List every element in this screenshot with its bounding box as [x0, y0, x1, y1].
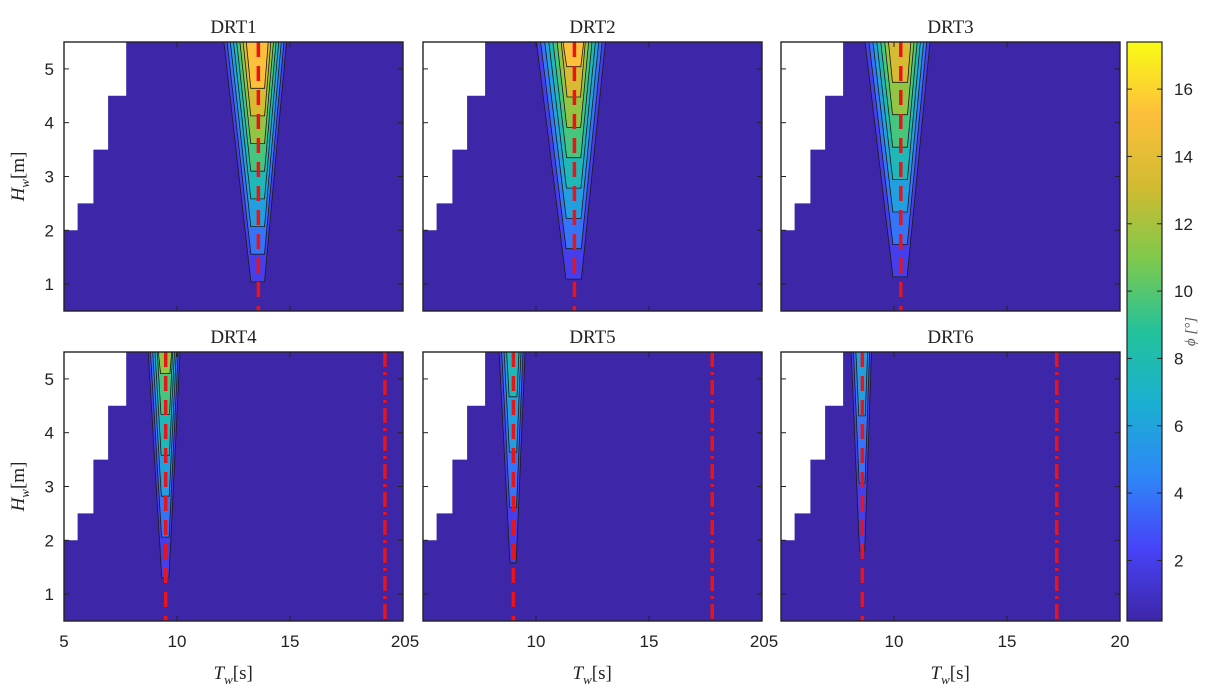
y-tick-label: 3 — [45, 168, 54, 187]
panel-drt5: DRT5 — [422, 327, 763, 622]
y-axis-label-unit: [m] — [8, 152, 29, 179]
plot-area — [423, 42, 762, 311]
x-axis-label: Tw[s] — [214, 663, 253, 687]
y-axis-label-subscript: w — [17, 179, 32, 188]
colorbar-tick-label: 2 — [1174, 551, 1183, 570]
x-axis-label-subscript: w — [224, 672, 233, 687]
no-data-region — [64, 42, 127, 231]
plot-area — [781, 352, 1120, 621]
no-data-region — [423, 352, 486, 541]
panel-title: DRT5 — [569, 327, 615, 348]
x-tick-label: 15 — [281, 632, 300, 651]
x-tick-label: 10 — [168, 632, 187, 651]
panel-drt3: DRT3 — [780, 17, 1121, 312]
panel-drt6: DRT6 — [780, 327, 1121, 622]
plot-area — [423, 352, 762, 621]
panel-title: DRT2 — [569, 17, 615, 38]
x-axis-label: Tw[s] — [573, 663, 612, 687]
y-tick-label: 5 — [45, 60, 54, 79]
y-tick-label: 1 — [45, 585, 54, 604]
plot-area — [781, 42, 1120, 311]
y-tick-label: 5 — [45, 370, 54, 389]
y-tick-label: 2 — [45, 221, 54, 240]
x-tick-label: 15 — [998, 632, 1017, 651]
x-tick-label: 20 — [1111, 632, 1130, 651]
panel-drt4: DRT4 1 2 3 4 5 — [45, 327, 404, 622]
y-tick-label: 1 — [45, 275, 54, 294]
y-axis-label-unit: [m] — [8, 462, 29, 489]
x-tick-label: 15 — [640, 632, 659, 651]
panel-title: DRT3 — [927, 17, 973, 38]
contour-band — [887, 42, 912, 83]
y-tick-label: 2 — [45, 531, 54, 550]
x-tick-label: 205 — [391, 632, 419, 651]
colorbar-tick-label: 8 — [1174, 349, 1183, 368]
x-axis-label-symbol: T — [214, 663, 226, 684]
colorbar: 2 4 6 8 10 12 14 16 ϕ [°] — [1126, 41, 1199, 622]
colorbar-tick-label: 6 — [1174, 417, 1183, 436]
y-tick-label: 4 — [45, 424, 54, 443]
x-axis-label-unit: [s] — [950, 663, 970, 684]
x-tick-label: 10 — [527, 632, 546, 651]
y-axis-label-symbol: H — [8, 186, 29, 202]
x-axis-label-unit: [s] — [592, 663, 612, 684]
x-axis-label-subscript: w — [583, 672, 592, 687]
x-axis-label-subscript: w — [941, 672, 950, 687]
panel-title: DRT1 — [210, 17, 256, 38]
x-axis-label-unit: [s] — [233, 663, 253, 684]
colorbar-fill — [1126, 41, 1163, 622]
panel-title: DRT6 — [927, 327, 973, 348]
x-tick-label: 5 — [59, 632, 68, 651]
contour-band — [245, 42, 269, 89]
x-tick-label: 205 — [750, 632, 778, 651]
plot-area — [64, 352, 403, 621]
y-tick-label: 4 — [45, 114, 54, 133]
x-axis-label-symbol: T — [931, 663, 943, 684]
colorbar-tick-label: 12 — [1174, 215, 1193, 234]
x-axis-label-symbol: T — [573, 663, 585, 684]
colorbar-tick-label: 16 — [1174, 80, 1193, 99]
no-data-region — [781, 352, 844, 541]
colorbar-tick-label: 4 — [1174, 484, 1183, 503]
x-tick-label: 10 — [885, 632, 904, 651]
y-axis-label: Hw[m] — [8, 152, 32, 203]
no-data-region — [781, 42, 844, 231]
colorbar-label: ϕ [°] — [1183, 317, 1199, 346]
colorbar-tick-label: 14 — [1174, 147, 1193, 166]
y-axis-label-symbol: H — [8, 496, 29, 512]
contour-band — [506, 352, 520, 398]
no-data-region — [423, 42, 486, 231]
y-axis-label-subscript: w — [17, 489, 32, 498]
y-axis-label: Hw[m] — [8, 462, 32, 513]
plot-area — [64, 42, 403, 311]
colorbar-tick-label: 10 — [1174, 282, 1193, 301]
panel-drt1: DRT1 1 2 3 4 5 — [45, 17, 404, 312]
no-data-region — [64, 352, 127, 541]
panel-title: DRT4 — [210, 327, 257, 348]
y-tick-label: 3 — [45, 478, 54, 497]
x-axis-label: Tw[s] — [931, 663, 970, 687]
panel-drt2: DRT2 — [422, 17, 763, 312]
